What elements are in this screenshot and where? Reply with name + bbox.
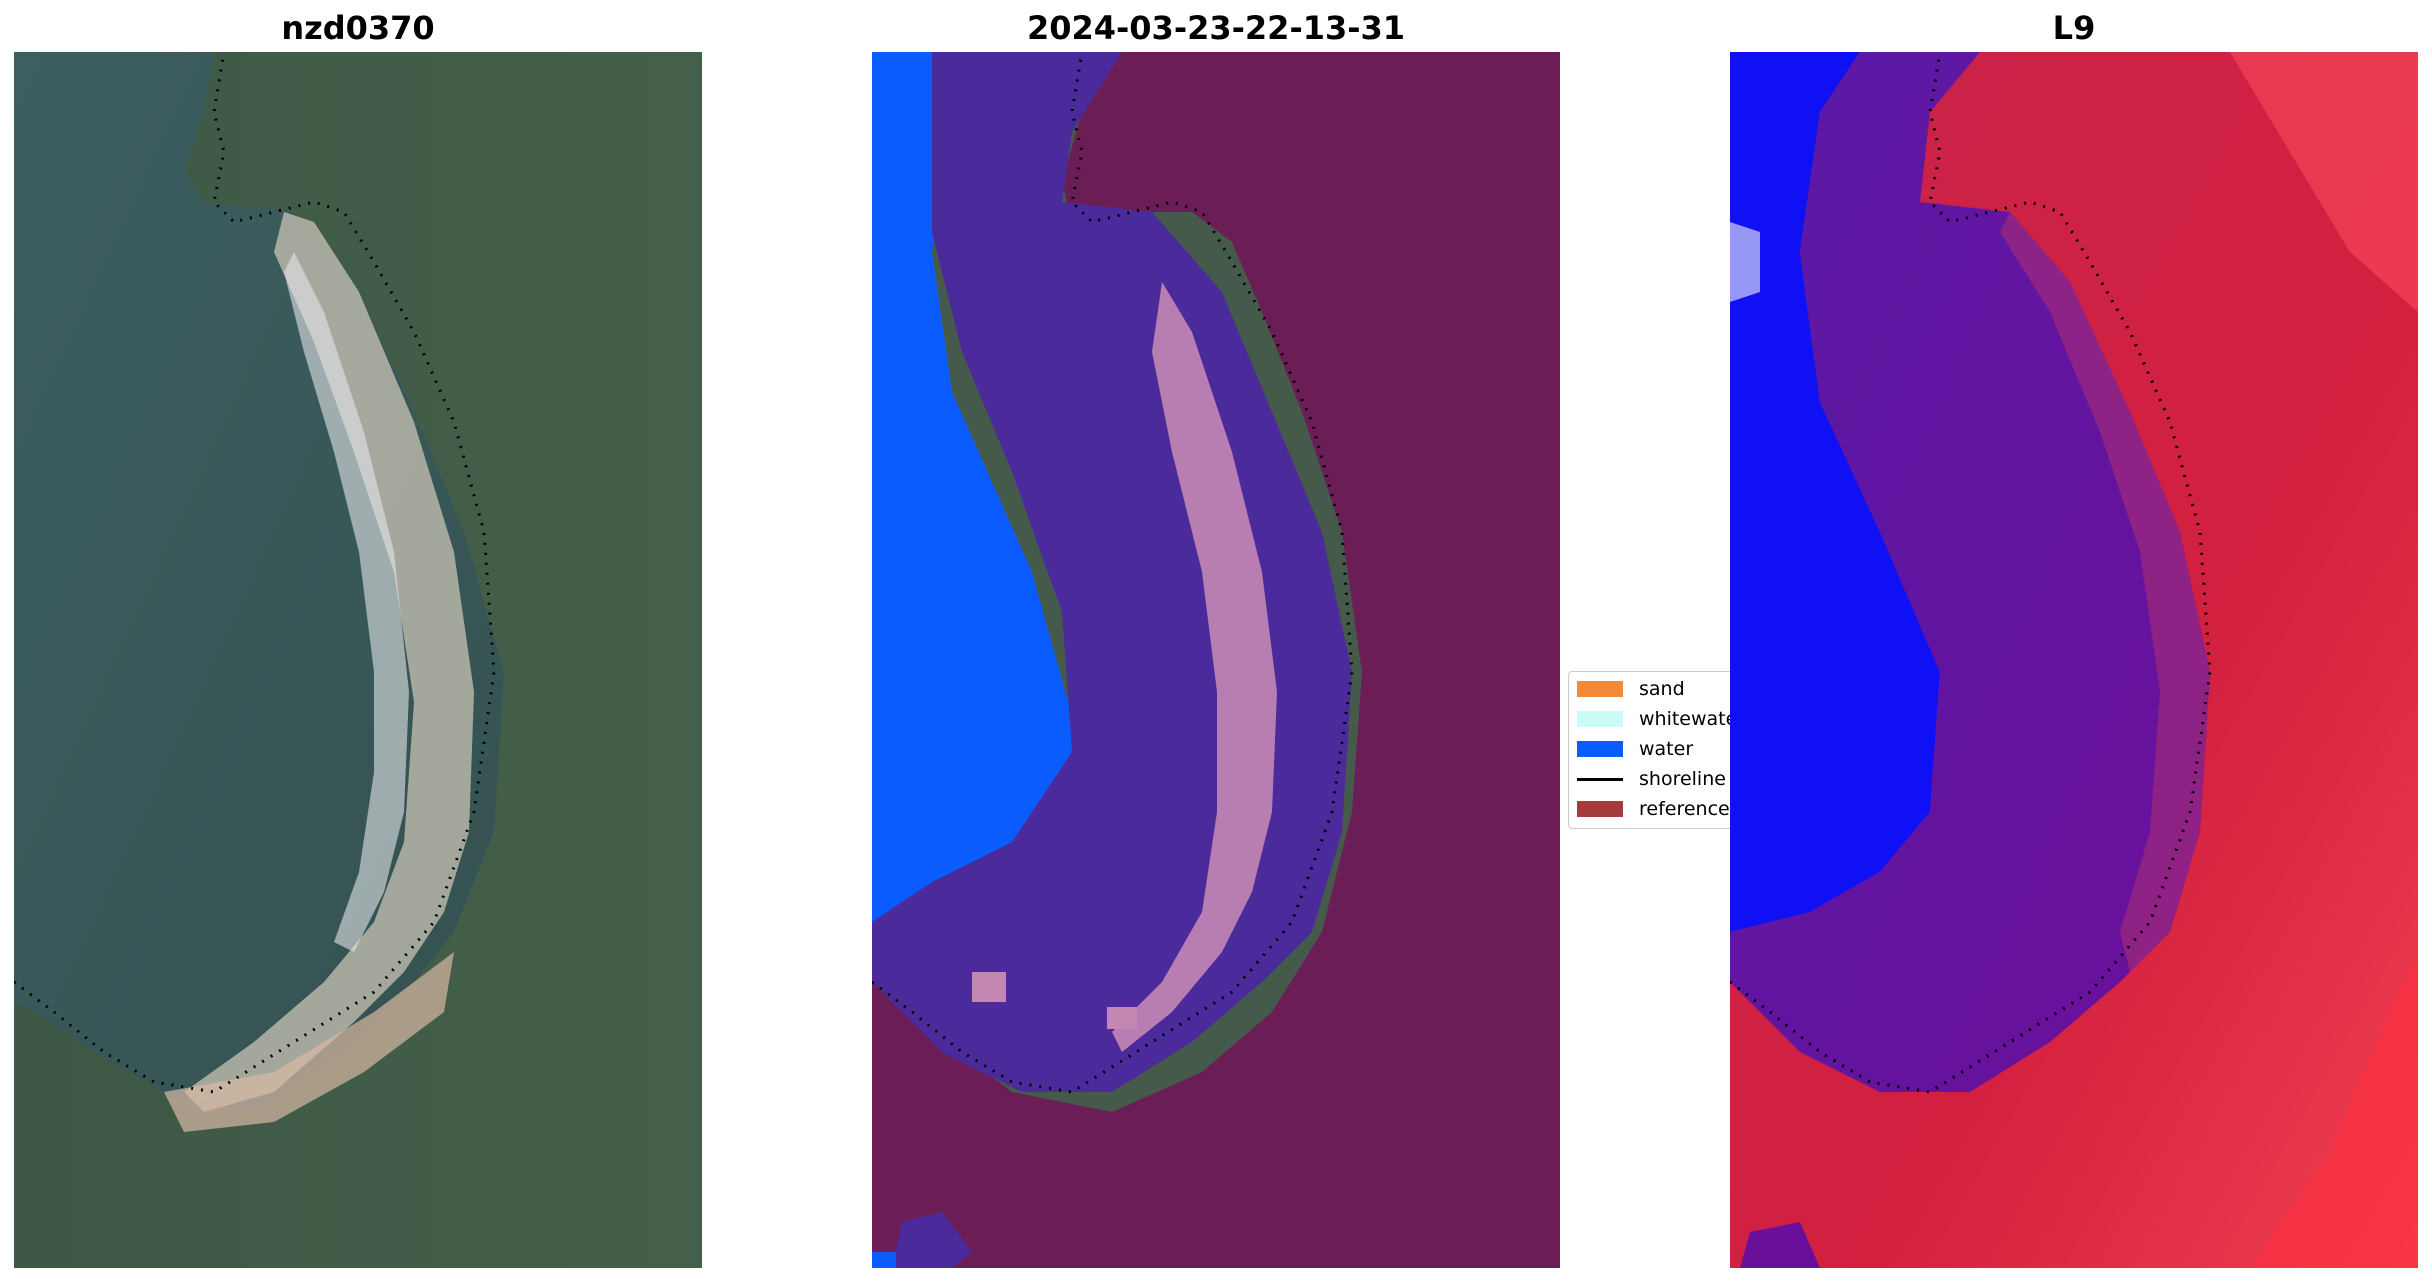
reference-swatch <box>1577 801 1623 817</box>
legend-item-shoreline: shoreline <box>1577 766 1726 792</box>
water-swatch <box>1577 741 1623 757</box>
whitewater-surf <box>284 252 409 952</box>
legend-label: sand <box>1639 678 1685 700</box>
shoreline-line-swatch <box>1577 777 1623 781</box>
legend-label: reference <box>1639 798 1730 820</box>
index-low-water <box>1730 52 1940 932</box>
index-image <box>1730 52 2418 1268</box>
water-class <box>872 52 1082 952</box>
whitewater-class <box>1112 282 1277 1052</box>
rgb-image-panel <box>14 52 702 1268</box>
legend-label: water <box>1639 738 1694 760</box>
index-south-blob <box>1740 1222 1820 1268</box>
index-mid-band <box>1730 52 2210 1092</box>
beach-south <box>164 952 454 1132</box>
water-south-corner <box>872 1252 896 1268</box>
classification-image <box>872 52 1560 1268</box>
beach-band <box>184 212 474 1112</box>
index-light-patch <box>1730 222 1760 302</box>
whitewater-patch-2 <box>1107 1007 1137 1029</box>
legend: sand whitewater water shoreline referenc… <box>1568 671 1740 829</box>
panel-title-left: nzd0370 <box>281 9 435 47</box>
panel-title-middle: 2024-03-23-22-13-31 <box>1026 9 1406 47</box>
reference-buffer <box>872 52 1560 1268</box>
rgb-image <box>14 52 702 1268</box>
index-bright-edge-south <box>2250 952 2418 1268</box>
legend-item-reference: reference <box>1577 796 1730 822</box>
sand-swatch <box>1577 681 1623 697</box>
water-south <box>892 1212 972 1268</box>
legend-label: shoreline <box>1639 768 1726 790</box>
classification-panel <box>872 52 1560 1268</box>
legend-item-water: water <box>1577 736 1693 762</box>
legend-label: whitewater <box>1639 708 1740 730</box>
index-bright-edge <box>2230 52 2418 312</box>
legend-item-whitewater: whitewater <box>1577 706 1740 732</box>
legend-item-sand: sand <box>1577 676 1685 702</box>
whitewater-swatch <box>1577 711 1623 727</box>
index-panel <box>1730 52 2418 1268</box>
panel-title-right: L9 <box>2052 9 2096 47</box>
index-beach-band <box>2000 212 2210 972</box>
whitewater-patch <box>972 972 1006 1002</box>
